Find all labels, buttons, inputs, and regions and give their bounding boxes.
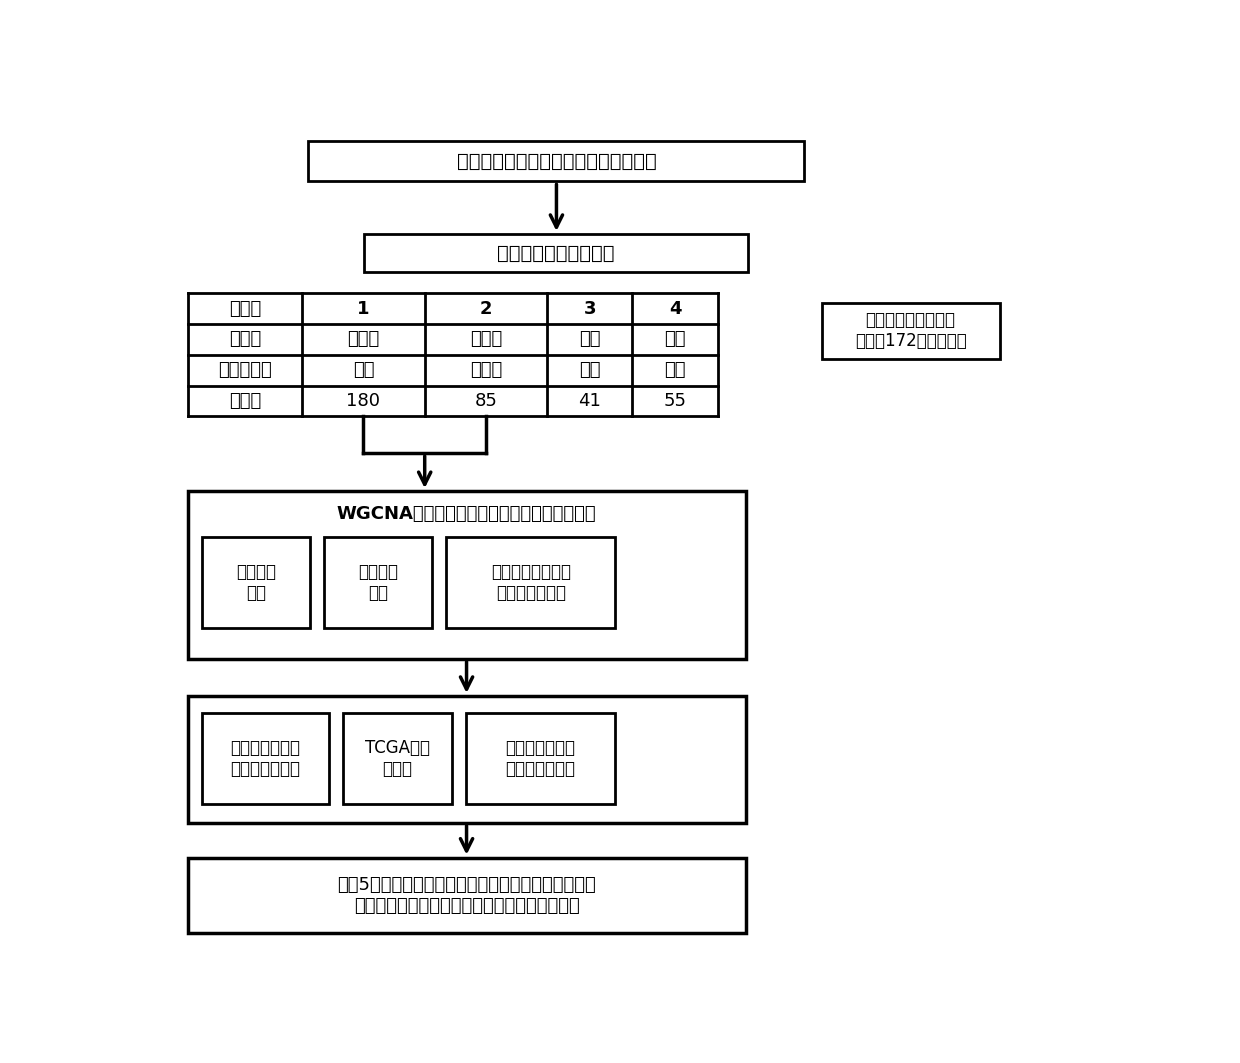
Text: 良性: 良性 — [579, 361, 600, 379]
Bar — [324, 537, 433, 628]
Text: 细针穿刺活检样本筛选: 细针穿刺活检样本筛选 — [497, 243, 615, 263]
Bar — [309, 141, 805, 182]
Text: 细胞学: 细胞学 — [228, 331, 262, 349]
Text: 基因表达谱数据处理
（检测172个靶基因）: 基因表达谱数据处理 （检测172个靶基因） — [854, 311, 966, 350]
Text: 组织病理学: 组织病理学 — [218, 361, 272, 379]
Text: 不确定: 不确定 — [347, 331, 379, 349]
Text: WGCNA筛选与恶性组织病理学相关的特征基因: WGCNA筛选与恶性组织病理学相关的特征基因 — [337, 505, 596, 523]
Text: 检测相关
模块: 检测相关 模块 — [358, 563, 398, 602]
Bar — [187, 858, 745, 933]
Text: 180: 180 — [346, 392, 381, 410]
Text: 2: 2 — [480, 300, 492, 318]
Text: 病例组特征基因
表达情况的比较: 病例组特征基因 表达情况的比较 — [231, 739, 300, 778]
Text: 良性: 良性 — [352, 361, 374, 379]
Bar — [201, 537, 310, 628]
Bar — [187, 696, 745, 823]
Text: 识别与组织学特征
显著相关的基因: 识别与组织学特征 显著相关的基因 — [491, 563, 570, 602]
Text: 不确定: 不确定 — [470, 331, 502, 349]
Text: 不确定: 不确定 — [470, 361, 502, 379]
Text: 提高甲状腺癌细针穿刺活检样本的诊断: 提高甲状腺癌细针穿刺活检样本的诊断 — [456, 152, 656, 171]
Text: 恶性: 恶性 — [665, 331, 686, 349]
Text: 3: 3 — [584, 300, 596, 318]
Bar — [821, 303, 999, 358]
Text: 病例组: 病例组 — [228, 300, 262, 318]
Text: 发现5种新的潜在生物标志物以增强恶性甲状腺癌的诊
断，并探索与恶性甲状腺癌相关的关键功能途径: 发现5种新的潜在生物标志物以增强恶性甲状腺癌的诊 断，并探索与恶性甲状腺癌相关的… — [337, 876, 596, 914]
Bar — [446, 537, 615, 628]
Bar — [365, 234, 748, 272]
Bar — [187, 491, 745, 659]
Text: 4: 4 — [668, 300, 681, 318]
Text: 良性: 良性 — [579, 331, 600, 349]
Text: 基因本体论代谢
通路和网络探索: 基因本体论代谢 通路和网络探索 — [505, 739, 575, 778]
Bar — [343, 713, 451, 804]
Text: 病例数: 病例数 — [228, 392, 262, 410]
Bar — [466, 713, 615, 804]
Text: 55: 55 — [663, 392, 687, 410]
Bar — [201, 713, 330, 804]
Text: TCGA数据
集验证: TCGA数据 集验证 — [365, 739, 430, 778]
Text: 构建基因
网络: 构建基因 网络 — [236, 563, 275, 602]
Text: 85: 85 — [475, 392, 497, 410]
Text: 恶性: 恶性 — [665, 361, 686, 379]
Text: 41: 41 — [578, 392, 601, 410]
Text: 1: 1 — [357, 300, 370, 318]
